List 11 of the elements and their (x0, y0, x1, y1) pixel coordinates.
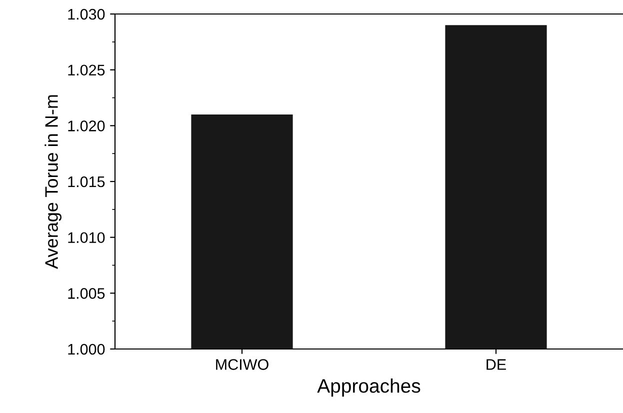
y-tick-label: 1.010 (68, 232, 105, 244)
y-tick-label: 1.000 (68, 344, 105, 355)
y-tick-label: 1.020 (68, 120, 105, 132)
y-tick-label: 1.005 (68, 288, 105, 299)
y-axis-title: Average Torue in N-m (44, 95, 62, 269)
y-tick-label: 1.030 (68, 8, 105, 20)
x-tick-label: DE (486, 359, 506, 370)
x-axis-title: Approaches (317, 378, 420, 397)
y-tick-label: 1.015 (68, 176, 105, 188)
y-tick-label: 1.025 (68, 64, 105, 76)
x-tick-label: MCIWO (216, 359, 268, 370)
